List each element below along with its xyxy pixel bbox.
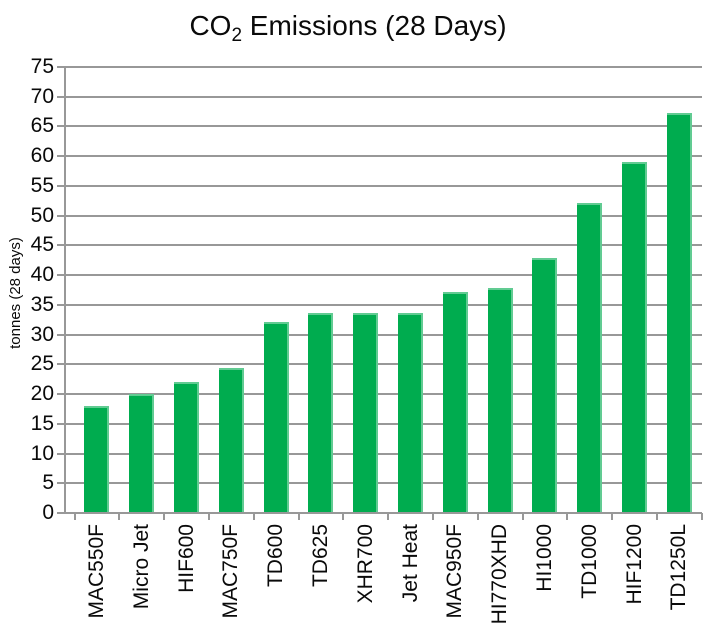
y-axis-tick <box>57 95 66 98</box>
bar-mac550f <box>84 405 110 513</box>
chart-title-suffix: Emissions (28 Days) <box>242 10 507 41</box>
bar-xhr700 <box>353 312 379 513</box>
bar-hif1200 <box>622 162 647 513</box>
gridline <box>66 125 702 128</box>
y-tick-label: 60 <box>30 144 54 168</box>
x-axis-tick <box>73 513 76 520</box>
chart-title-subscript: 2 <box>231 25 243 46</box>
y-tick-label: 40 <box>30 263 54 287</box>
y-axis-tick <box>57 274 66 277</box>
y-axis-tick <box>57 214 66 217</box>
bar-td600 <box>263 321 289 513</box>
y-tick-label: 75 <box>30 55 54 78</box>
bar-mac750f <box>218 367 244 513</box>
x-axis-tick <box>566 513 569 520</box>
x-tick-label: MAC550F <box>84 524 108 619</box>
y-tick-label: 0 <box>42 501 54 524</box>
bar-hi770xhd <box>487 288 513 513</box>
y-axis-tick <box>57 66 66 68</box>
x-tick-label: TD1250L <box>667 524 691 611</box>
y-axis-tick <box>57 184 66 187</box>
y-axis-tick <box>57 303 66 306</box>
x-axis-tick <box>700 513 703 520</box>
x-tick-label: MAC750F <box>219 524 243 619</box>
y-axis-tick <box>57 482 66 485</box>
y-tick-label: 25 <box>30 352 54 376</box>
x-tick-label: TD1000 <box>577 524 601 599</box>
chart-title: CO2 Emissions (28 Days) <box>0 6 696 50</box>
gridline <box>66 274 702 277</box>
bar-hi1000 <box>532 258 558 513</box>
x-axis-tick <box>476 513 479 520</box>
gridline <box>66 214 702 217</box>
gridline <box>66 422 702 425</box>
x-tick-label: TD625 <box>308 524 332 588</box>
y-tick-label: 20 <box>30 382 54 406</box>
y-axis-tick <box>57 393 66 396</box>
gridline <box>66 66 702 68</box>
y-axis-tick <box>57 422 66 425</box>
y-axis-tick <box>57 452 66 455</box>
x-tick-label: MAC950F <box>443 524 467 619</box>
y-tick-label: 50 <box>30 203 54 227</box>
x-tick-label: Jet Heat <box>398 524 422 603</box>
x-tick-label: XHR700 <box>353 524 377 604</box>
bar-micro-jet <box>129 394 155 513</box>
x-tick-label: Micro Jet <box>129 524 153 610</box>
y-axis-tick <box>57 363 66 366</box>
x-axis-tick <box>163 513 166 520</box>
bar-td625 <box>308 312 334 513</box>
gridline <box>66 363 702 366</box>
x-axis-tick <box>118 513 121 520</box>
bar-hif600 <box>174 382 199 513</box>
bar-td1250l <box>666 112 692 513</box>
x-tick-label: TD600 <box>264 524 288 588</box>
gridline <box>66 482 702 485</box>
gridline <box>66 244 702 247</box>
bar-mac950f <box>442 292 468 513</box>
y-tick-label: 45 <box>30 233 54 257</box>
y-tick-label: 5 <box>42 471 54 495</box>
y-tick-label: 65 <box>30 114 54 138</box>
gridline <box>66 95 702 98</box>
y-tick-label: 35 <box>30 292 54 316</box>
x-tick-label: HI1000 <box>532 524 556 592</box>
x-axis-tick <box>655 513 658 520</box>
y-tick-label: 15 <box>30 411 54 435</box>
gridline <box>66 303 702 306</box>
y-tick-label: 30 <box>30 322 54 346</box>
y-tick-label: 55 <box>30 173 54 197</box>
y-axis-tick <box>57 512 66 514</box>
x-axis-tick <box>297 513 300 520</box>
y-axis-tick <box>57 155 66 158</box>
x-axis-tick <box>252 513 255 520</box>
bar-jet-heat <box>398 312 423 513</box>
gridline <box>66 333 702 336</box>
x-tick-label: HIF600 <box>174 524 198 593</box>
y-tick-label: 10 <box>30 441 54 465</box>
x-axis-line <box>64 512 702 514</box>
y-axis-tick <box>57 125 66 128</box>
x-axis-tick <box>207 513 210 520</box>
x-axis-tick <box>521 513 524 520</box>
x-tick-label: HI770XHD <box>488 524 512 625</box>
y-tick-label: 70 <box>30 84 54 108</box>
x-axis-tick <box>387 513 390 520</box>
x-axis-tick <box>611 513 614 520</box>
x-axis-tick <box>342 513 345 520</box>
gridline <box>66 393 702 396</box>
gridline <box>66 452 702 455</box>
chart-title-prefix: CO <box>189 10 232 41</box>
gridline <box>66 155 702 158</box>
y-axis-line <box>64 66 66 514</box>
y-axis-tick <box>57 333 66 336</box>
gridline <box>66 184 702 187</box>
x-tick-label: HIF1200 <box>622 524 646 605</box>
x-axis-tick <box>431 513 434 520</box>
y-axis-tick <box>57 244 66 247</box>
bar-td1000 <box>577 202 603 513</box>
